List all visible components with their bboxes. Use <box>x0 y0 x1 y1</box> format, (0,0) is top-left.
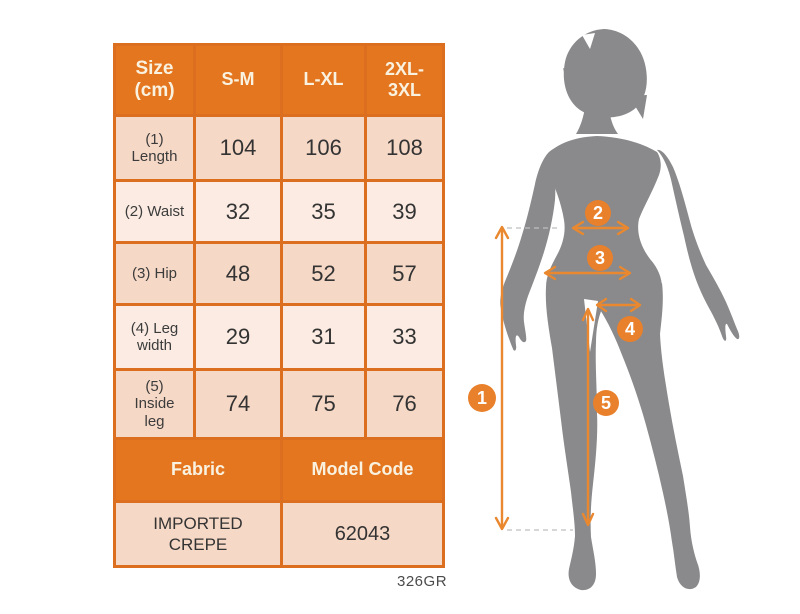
measure-arrow-hip <box>543 265 632 281</box>
marker-4-label: 4 <box>625 319 635 339</box>
marker-4-circle <box>617 316 643 342</box>
marker-3-circle <box>587 245 613 271</box>
marker-3-label: 3 <box>595 248 605 268</box>
table-header-col-sm: S-M <box>196 46 280 114</box>
value-inside-leg-2xl3xl: 76 <box>367 371 442 437</box>
figure-left-leg <box>545 287 602 591</box>
value-waist-lxl: 35 <box>283 182 364 241</box>
value-length-lxl: 106 <box>283 117 364 179</box>
marker-2-label: 2 <box>593 203 603 223</box>
table-header-col-2xl3xl: 2XL- 3XL <box>367 46 442 114</box>
weight-note: 326GR <box>397 573 448 590</box>
table-header-fabric: Fabric <box>116 440 280 500</box>
value-hip-lxl: 52 <box>283 244 364 303</box>
row-label-leg-width: (4) Leg width <box>116 306 193 368</box>
table-header-size: Size (cm) <box>116 46 193 114</box>
figure-hair-left-point <box>563 68 576 97</box>
size-table: Size (cm) S-M L-XL 2XL- 3XL (1) Length 1… <box>113 43 445 568</box>
marker-1-label: 1 <box>477 388 487 408</box>
value-length-2xl3xl: 108 <box>367 117 442 179</box>
value-leg-width-2xl3xl: 33 <box>367 306 442 368</box>
marker-1: 1 <box>468 384 496 412</box>
value-inside-leg-sm: 74 <box>196 371 280 437</box>
value-waist-sm: 32 <box>196 182 280 241</box>
figure-silhouette <box>500 29 740 591</box>
value-inside-leg-lxl: 75 <box>283 371 364 437</box>
measure-arrow-waist <box>571 220 630 236</box>
value-fabric: IMPORTED CREPE <box>116 503 280 565</box>
marker-5: 5 <box>593 390 619 416</box>
row-label-inside-leg: (5) Inside leg <box>116 371 193 437</box>
figure-right-leg <box>599 283 700 590</box>
marker-4: 4 <box>617 316 643 342</box>
marker-2-circle <box>585 200 611 226</box>
marker-1-circle <box>468 384 496 412</box>
value-leg-width-sm: 29 <box>196 306 280 368</box>
measure-arrow-inside-leg <box>581 307 595 527</box>
marker-5-circle <box>593 390 619 416</box>
value-leg-width-lxl: 31 <box>283 306 364 368</box>
value-waist-2xl3xl: 39 <box>367 182 442 241</box>
value-hip-sm: 48 <box>196 244 280 303</box>
figure-right-arm <box>657 149 740 341</box>
marker-2: 2 <box>585 200 611 226</box>
table-header-model-code: Model Code <box>283 440 442 500</box>
value-length-sm: 104 <box>196 117 280 179</box>
value-hip-2xl3xl: 57 <box>367 244 442 303</box>
figure-left-arm <box>500 152 556 351</box>
figure-hair-right-flick <box>629 95 647 119</box>
value-model-code: 62043 <box>283 503 442 565</box>
figure-neck <box>576 98 618 134</box>
row-label-length: (1) Length <box>116 117 193 179</box>
figure-hair <box>563 29 647 118</box>
marker-5-label: 5 <box>601 393 611 413</box>
table-header-col-lxl: L-XL <box>283 46 364 114</box>
hair-part-notch <box>582 33 595 49</box>
row-label-waist: (2) Waist <box>116 182 193 241</box>
row-label-hip: (3) Hip <box>116 244 193 303</box>
marker-3: 3 <box>587 245 613 271</box>
measure-arrow-length <box>494 225 510 531</box>
measure-arrow-leg-width <box>595 297 642 313</box>
